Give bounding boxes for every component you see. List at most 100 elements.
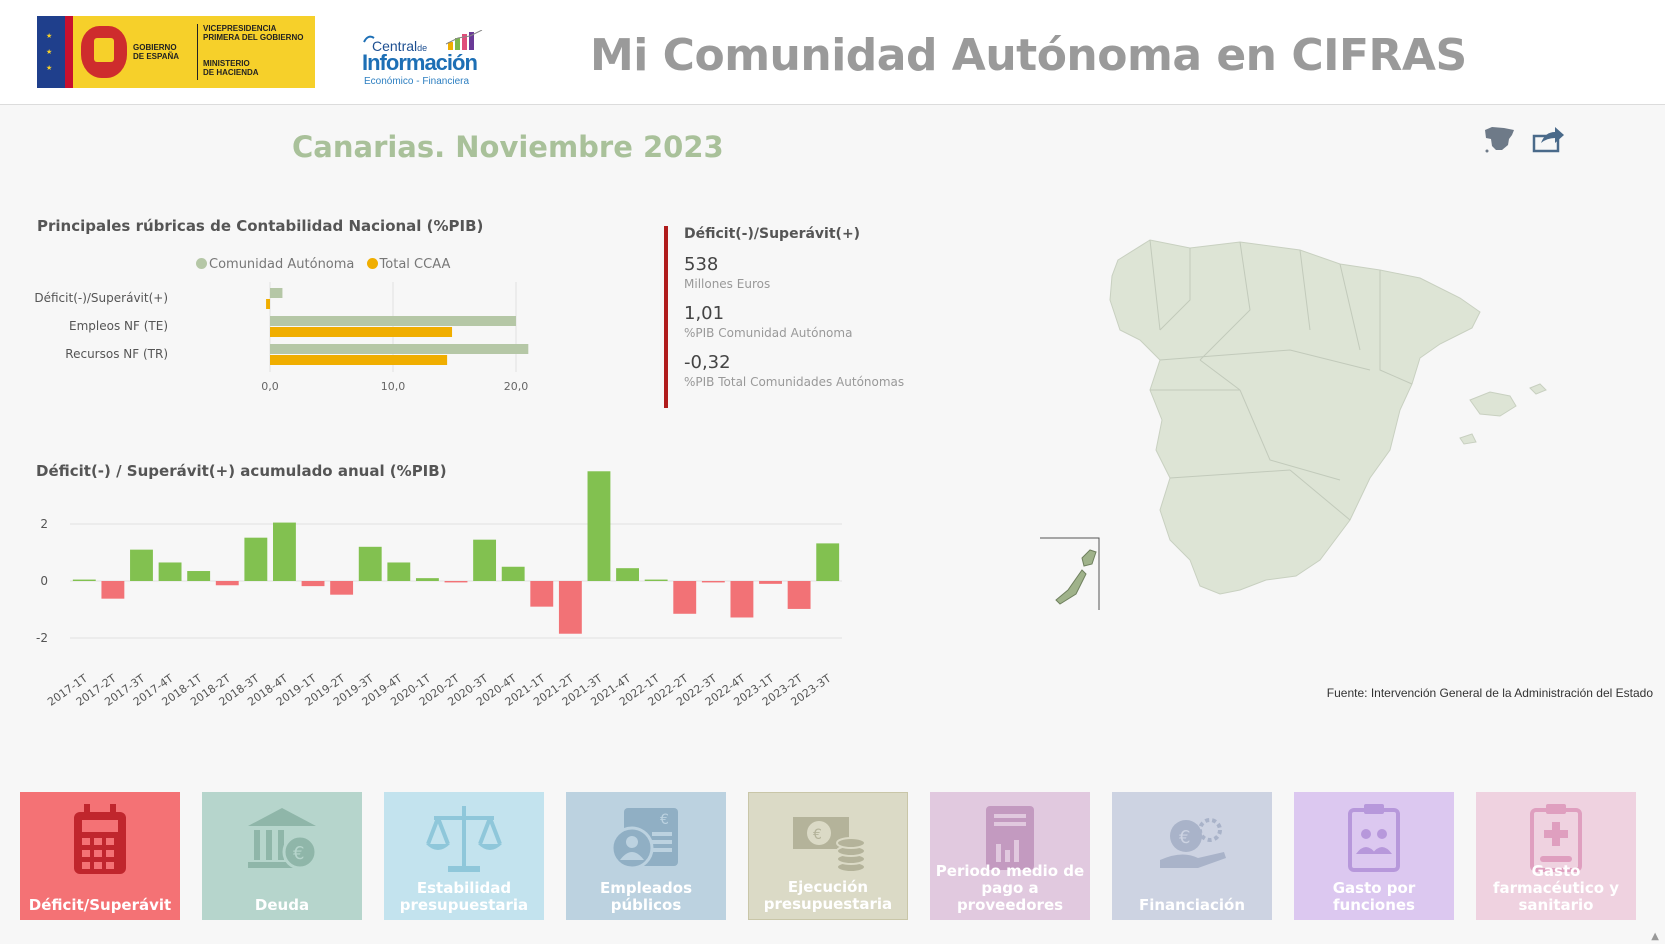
balance-scale-icon	[426, 806, 502, 872]
bar-2022-3T	[701, 581, 725, 583]
balearic-islands-shape	[1459, 383, 1547, 445]
rubricas-legend: Comunidad Autónoma Total CCAA	[196, 257, 458, 272]
spain-map[interactable]	[1040, 220, 1560, 640]
tile-label: Financiación	[1138, 896, 1246, 914]
tile-financiacion[interactable]: € Financiación	[1112, 792, 1272, 920]
tile-label: Estabilidad presupuestaria	[399, 879, 529, 914]
tile-label: Déficit/Superávit	[28, 896, 172, 914]
bar-comunidad	[270, 288, 283, 298]
acumulado-chart-title: Déficit(-) / Superávit(+) acumulado anua…	[36, 462, 447, 480]
bar-total	[270, 355, 448, 365]
legend-swatch-ca	[196, 258, 207, 269]
tile-gasto-farmaceutico[interactable]: Gasto farmacéutico y sanitario	[1476, 792, 1636, 920]
canarias-islands[interactable]	[1040, 549, 1097, 620]
bar-2019-1T	[301, 581, 325, 587]
svg-text:€: €	[813, 827, 822, 843]
gov-logo-line1: GOBIERNO	[133, 43, 177, 52]
spain-peninsula-shape	[1109, 239, 1481, 595]
flag-stripe	[65, 16, 73, 88]
category-label: Recursos NF (TR)	[65, 347, 168, 361]
bar-2017-3T	[130, 549, 153, 581]
tile-gasto-funciones[interactable]: Gasto por funciones	[1294, 792, 1454, 920]
bar-2020-3T	[473, 539, 497, 581]
kpi-panel: Déficit(-)/Superávit(+) 538 Millones Eur…	[664, 226, 924, 408]
rubricas-chart-title: Principales rúbricas de Contabilidad Nac…	[37, 217, 484, 235]
bar-2021-3T	[587, 471, 611, 581]
tile-estabilidad-presupuestaria[interactable]: Estabilidad presupuestaria	[384, 792, 544, 920]
gov-logo-line4: PRIMERA DEL GOBIERNO	[203, 33, 304, 42]
bar-2019-4T	[387, 562, 411, 581]
svg-text:€: €	[1179, 827, 1190, 848]
gov-logo-line5: MINISTERIO	[203, 59, 250, 68]
header-bar: ★ ★ ★ GOBIERNO DE ESPAÑA VICEPRESIDENCIA P…	[0, 0, 1665, 105]
bar-2020-2T	[444, 581, 468, 583]
tile-label: Periodo medio de pago a proveedores	[935, 862, 1085, 914]
gov-logo-line3: VICEPRESIDENCIA	[203, 24, 277, 33]
bar-2017-1T	[72, 579, 96, 581]
tile-periodo-medio-pago[interactable]: Periodo medio de pago a proveedores	[930, 792, 1090, 920]
gov-logo-line2: DE ESPAÑA	[133, 52, 180, 61]
bar-2019-3T	[358, 546, 382, 581]
bar-2021-4T	[616, 568, 639, 581]
scroll-up-icon[interactable]: ▲	[1651, 931, 1659, 942]
bar-2019-2T	[330, 581, 354, 595]
svg-text:€: €	[293, 843, 304, 864]
kpi-value-millones: 538	[684, 254, 719, 275]
clipboard-people-icon	[1348, 804, 1400, 872]
kpi-value-pib-ca: 1,01	[684, 303, 725, 324]
central-informacion-logo[interactable]: Centralde Información Económico - Financ…	[362, 30, 502, 87]
tile-label: Ejecución presupuestaria	[763, 878, 893, 913]
bar-comunidad	[270, 316, 516, 326]
money-coins-icon: €	[793, 817, 866, 873]
logo-divider	[197, 24, 198, 80]
navigation-tiles: Déficit/Superávit € Deuda Estabilidad pr…	[0, 792, 1665, 922]
cif-logo-big: Información	[362, 50, 478, 75]
bank-icon: €	[248, 808, 318, 870]
bar-comunidad	[270, 344, 529, 354]
x-tick-label: 20,0	[504, 380, 529, 393]
calculator-icon	[74, 804, 126, 874]
kpi-value-pib-total: -0,32	[684, 352, 731, 373]
kpi-label-pib-total: %PIB Total Comunidades Autónomas	[684, 375, 905, 389]
page-title: Mi Comunidad Autónoma en CIFRAS	[590, 30, 1467, 81]
bar-2018-2T	[215, 581, 239, 586]
tile-empleados-publicos[interactable]: € Empleados públicos	[566, 792, 726, 920]
tile-label: Empleados públicos	[599, 879, 693, 914]
bar-2018-1T	[187, 571, 211, 581]
legend-item-ca: Comunidad Autónoma	[196, 257, 354, 272]
tile-deficit-superavit[interactable]: Déficit/Superávit	[20, 792, 180, 920]
bar-2018-4T	[273, 522, 296, 581]
bar-2020-4T	[501, 566, 525, 581]
bar-2020-1T	[415, 578, 439, 581]
legend-label-ca: Comunidad Autónoma	[209, 257, 355, 272]
bar-2021-1T	[530, 581, 554, 607]
y-tick-label: 2	[40, 517, 48, 531]
cif-logo-top-text: Central	[372, 38, 418, 54]
cif-logo-sub: Económico - Financiera	[364, 76, 470, 87]
tile-deuda[interactable]: € Deuda	[202, 792, 362, 920]
bar-graph-logo-icon	[363, 30, 483, 50]
bar-total	[266, 299, 270, 309]
spain-map-icon[interactable]	[1482, 124, 1518, 154]
canarias-inset-border	[1040, 537, 1100, 610]
tile-ejecucion-presupuestaria[interactable]: € Ejecución presupuestaria	[748, 792, 908, 920]
cif-logo-top-small: de	[417, 43, 428, 53]
bar-2018-3T	[244, 537, 268, 581]
legend-label-total: Total CCAA	[379, 257, 451, 272]
bar-2022-4T	[730, 581, 754, 618]
kpi-label-pib-ca: %PIB Comunidad Autónoma	[684, 326, 853, 340]
cif-logo-top: Centralde	[372, 38, 427, 54]
eu-flag-icon: ★ ★ ★	[37, 16, 65, 88]
tile-label: Gasto por funciones	[1332, 879, 1416, 914]
invoice-icon	[986, 806, 1034, 870]
kpi-title: Déficit(-)/Superávit(+)	[684, 226, 861, 242]
legend-item-total: Total CCAA	[366, 257, 451, 272]
acumulado-bar-chart: 20-22017-1T2017-2T2017-3T2017-4T2018-1T2…	[36, 471, 842, 709]
share-icon[interactable]	[1531, 124, 1567, 154]
rubricas-bar-chart: 0,0 10,0 20,0 Déficit(-)/Superávit(+) Empleo…	[34, 282, 529, 393]
x-tick-label: 10,0	[381, 380, 406, 393]
y-tick-label: -2	[36, 631, 48, 645]
gov-logo-line6: DE HACIENDA	[203, 68, 259, 77]
y-tick-label: 0	[40, 574, 48, 588]
source-note: Fuente: Intervención General de la Admin…	[1326, 686, 1653, 700]
